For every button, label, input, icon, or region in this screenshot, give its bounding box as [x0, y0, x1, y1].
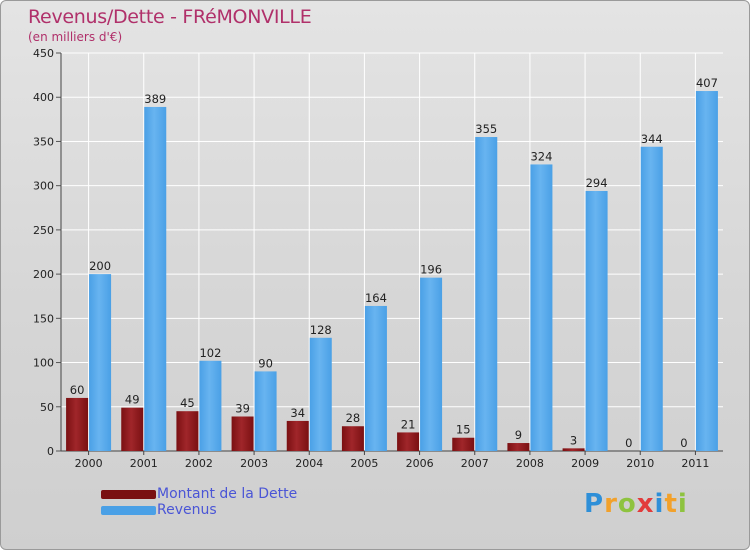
debt-value-label: 49 — [125, 393, 140, 407]
y-tick-label: 400 — [33, 91, 54, 104]
logo-letter: i — [677, 489, 688, 519]
legend-label-debt: Montant de la Dette — [157, 486, 298, 502]
chart-subtitle: (en milliers d'€) — [28, 30, 123, 44]
revenue-bar-2005 — [364, 305, 387, 451]
x-tick-label: 2007 — [461, 457, 489, 470]
debt-bar-2008 — [507, 443, 530, 451]
debt-bar-2001 — [121, 407, 144, 451]
revenue-bar-2006 — [420, 277, 443, 451]
y-tick-label: 250 — [33, 224, 54, 237]
labels: 0501001502002503003504004506020020004938… — [33, 47, 718, 470]
debt-bar-2007 — [452, 437, 475, 451]
debt-bar-2005 — [341, 426, 364, 451]
logo-letter: P — [584, 489, 605, 519]
debt-value-label: 28 — [346, 411, 361, 425]
revenue-value-label: 164 — [365, 291, 387, 305]
x-tick-label: 2009 — [571, 457, 599, 470]
logo-letter: i — [654, 489, 665, 519]
revenue-value-label: 355 — [475, 122, 497, 136]
x-tick-label: 2001 — [130, 457, 158, 470]
revenue-value-label: 324 — [530, 149, 552, 163]
debt-value-label: 60 — [70, 383, 85, 397]
revenue-value-label: 90 — [258, 356, 273, 370]
debt-bar-2003 — [231, 416, 254, 451]
y-tick-label: 200 — [33, 268, 54, 281]
y-tick-label: 300 — [33, 180, 54, 193]
x-tick-label: 2010 — [626, 457, 654, 470]
revenue-bar-2002 — [199, 360, 222, 451]
grid-lines — [61, 52, 723, 452]
revenue-value-label: 128 — [310, 323, 332, 337]
revenue-bar-2000 — [89, 274, 112, 451]
revenue-value-label: 294 — [586, 176, 608, 190]
debt-value-label: 9 — [515, 428, 522, 442]
debt-bar-2004 — [286, 420, 309, 451]
revenue-value-label: 344 — [641, 132, 663, 146]
revenue-bar-2011 — [695, 91, 718, 451]
proxiti-logo: Proxiti — [584, 489, 688, 519]
logo-letter: x — [636, 489, 655, 519]
debt-value-label: 45 — [180, 396, 195, 410]
revenue-value-label: 102 — [199, 346, 221, 360]
x-tick-label: 2002 — [185, 457, 213, 470]
y-tick-label: 350 — [33, 135, 54, 148]
debt-value-label: 0 — [680, 436, 687, 450]
debt-bar-2002 — [176, 411, 199, 451]
revenue-bar-2010 — [640, 146, 663, 452]
logo-letter: t — [664, 489, 678, 519]
legend-swatch-debt — [101, 490, 156, 499]
revenue-value-label: 389 — [144, 92, 166, 106]
logo-letter: o — [617, 489, 637, 519]
x-tick-label: 2004 — [295, 457, 323, 470]
x-tick-label: 2000 — [75, 457, 103, 470]
y-tick-label: 50 — [40, 401, 54, 414]
revenue-bar-2008 — [530, 164, 553, 451]
x-tick-label: 2011 — [681, 457, 709, 470]
revenue-value-label: 196 — [420, 263, 442, 277]
revenue-bar-2004 — [309, 337, 332, 451]
debt-value-label: 0 — [625, 436, 632, 450]
debt-value-label: 3 — [570, 433, 577, 447]
y-tick-label: 450 — [33, 47, 54, 60]
chart-title: Revenus/Dette - FRéMONVILLE — [28, 6, 312, 28]
x-tick-label: 2003 — [240, 457, 268, 470]
y-tick-label: 100 — [33, 357, 54, 370]
debt-value-label: 39 — [235, 402, 250, 416]
revenue-value-label: 200 — [89, 259, 111, 273]
logo-letter: r — [604, 489, 618, 519]
y-tick-label: 0 — [47, 445, 54, 458]
legend-label-revenue: Revenus — [157, 502, 217, 518]
debt-value-label: 15 — [456, 423, 471, 437]
revenue-bar-2007 — [475, 137, 498, 451]
x-tick-label: 2005 — [350, 457, 378, 470]
revenue-bar-2009 — [585, 190, 608, 451]
bars — [66, 91, 718, 452]
y-tick-label: 150 — [33, 312, 54, 325]
debt-value-label: 21 — [401, 417, 416, 431]
debt-bar-2009 — [562, 448, 585, 451]
debt-bar-2000 — [66, 397, 89, 451]
debt-bar-2006 — [397, 432, 420, 451]
revenue-bar-2003 — [254, 371, 277, 451]
axes — [56, 52, 723, 455]
revenue-bar-2001 — [144, 106, 167, 451]
legend-swatch-revenue — [101, 506, 156, 515]
x-tick-label: 2008 — [516, 457, 544, 470]
x-tick-label: 2006 — [406, 457, 434, 470]
revenue-value-label: 407 — [696, 76, 718, 90]
debt-value-label: 34 — [290, 406, 305, 420]
